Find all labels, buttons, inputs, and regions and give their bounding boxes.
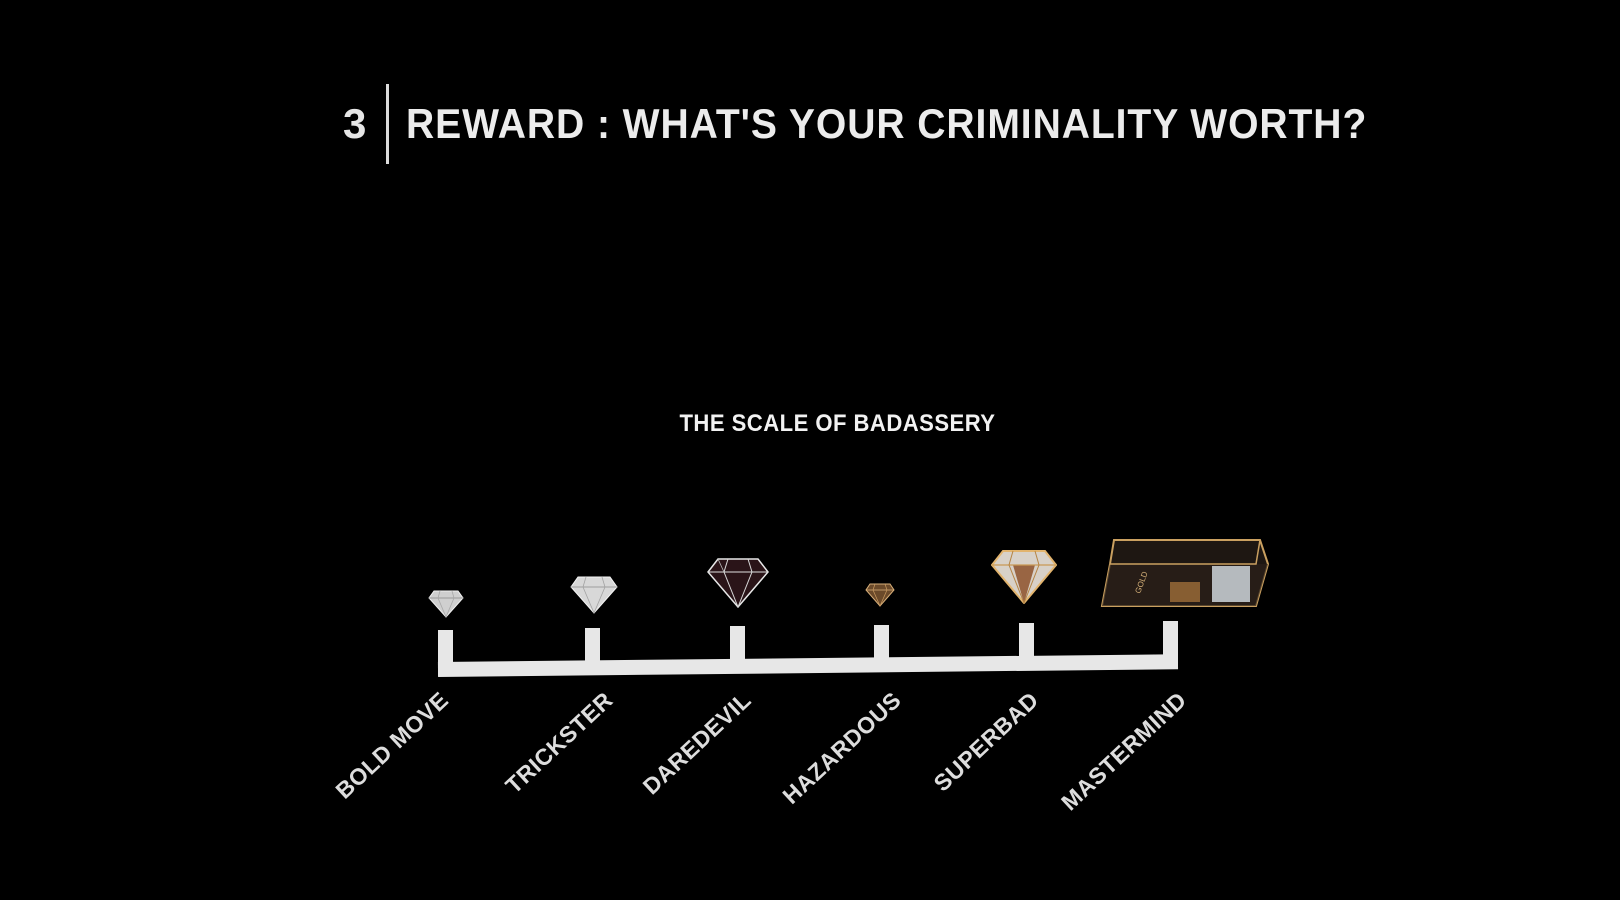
scale-tick-6 (1163, 621, 1178, 669)
small-silver-diamond-icon (428, 590, 464, 618)
page-header: 3 REWARD : WHAT'S YOUR CRIMINALITY WORTH… (0, 84, 1620, 164)
silver-diamond-icon (570, 576, 618, 614)
scale-tick-4 (874, 625, 889, 671)
scale-tick-3 (730, 626, 745, 672)
step-number: 3 (343, 100, 368, 147)
small-gold-diamond-icon (865, 583, 895, 607)
scale-tick-1 (438, 630, 453, 676)
gold-bar-icon: GOLD (1100, 539, 1270, 607)
tier-label-bold-move: BOLD MOVE (330, 686, 454, 804)
gold-diamond-icon (991, 550, 1057, 604)
title-divider (386, 84, 389, 164)
tier-label-daredevil: DAREDEVIL (637, 686, 756, 800)
scale-tick-5 (1019, 623, 1034, 669)
tier-label-superbad: SUPERBAD (928, 686, 1044, 797)
black-diamond-icon (707, 558, 769, 608)
scale-tick-2 (585, 628, 600, 674)
tier-label-trickster: TRICKSTER (500, 686, 618, 799)
tier-label-hazardous: HAZARDOUS (777, 686, 906, 809)
scale-title: THE SCALE OF BADASSERY (679, 410, 996, 437)
page-title: REWARD : WHAT'S YOUR CRIMINALITY WORTH? (406, 100, 1368, 147)
scale-baseline (437, 654, 1179, 677)
tier-label-mastermind: MASTERMIND (1056, 686, 1192, 816)
